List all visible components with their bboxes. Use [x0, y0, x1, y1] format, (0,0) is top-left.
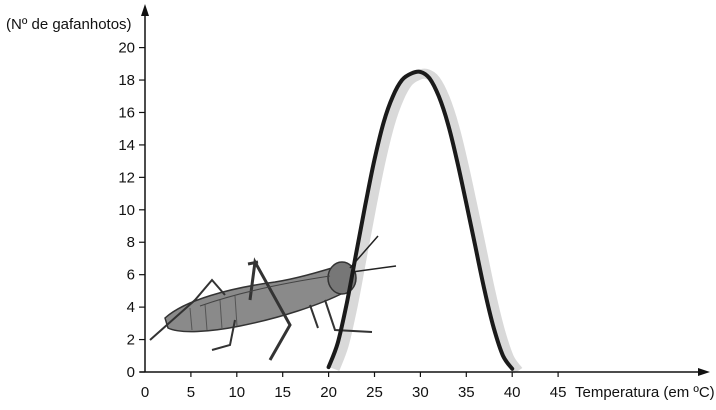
x-axis-title: Temperatura (em ºC) — [575, 384, 715, 401]
y-tick-label: 6 — [127, 267, 135, 284]
y-tick-label: 18 — [118, 72, 135, 89]
x-tick-label: 45 — [550, 384, 567, 401]
x-tick-label: 20 — [320, 384, 337, 401]
y-tick-label: 20 — [118, 40, 135, 57]
y-tick-label: 2 — [127, 332, 135, 349]
x-tick-label: 35 — [458, 384, 475, 401]
y-tick-label: 14 — [118, 137, 135, 154]
x-axis-arrow — [698, 368, 710, 376]
x-tick-label: 15 — [274, 384, 291, 401]
x-tick-label: 25 — [366, 384, 383, 401]
x-tick-label: 5 — [187, 384, 195, 401]
x-tick-label: 0 — [141, 384, 149, 401]
y-tick-label: 10 — [118, 202, 135, 219]
grasshopper-illustration — [149, 235, 397, 361]
x-tick-label: 40 — [504, 384, 521, 401]
y-tick-label: 16 — [118, 104, 135, 121]
y-tick-label: 0 — [127, 364, 135, 381]
x-tick-label: 10 — [228, 384, 245, 401]
y-tick-label: 4 — [127, 299, 135, 316]
y-tick-label: 8 — [127, 234, 135, 251]
data-line — [326, 69, 515, 371]
y-axis-title: (Nº de gafanhotos) — [6, 16, 132, 33]
x-tick-label: 30 — [412, 384, 429, 401]
y-tick-label: 12 — [118, 169, 135, 186]
y-axis-arrow — [141, 4, 149, 16]
